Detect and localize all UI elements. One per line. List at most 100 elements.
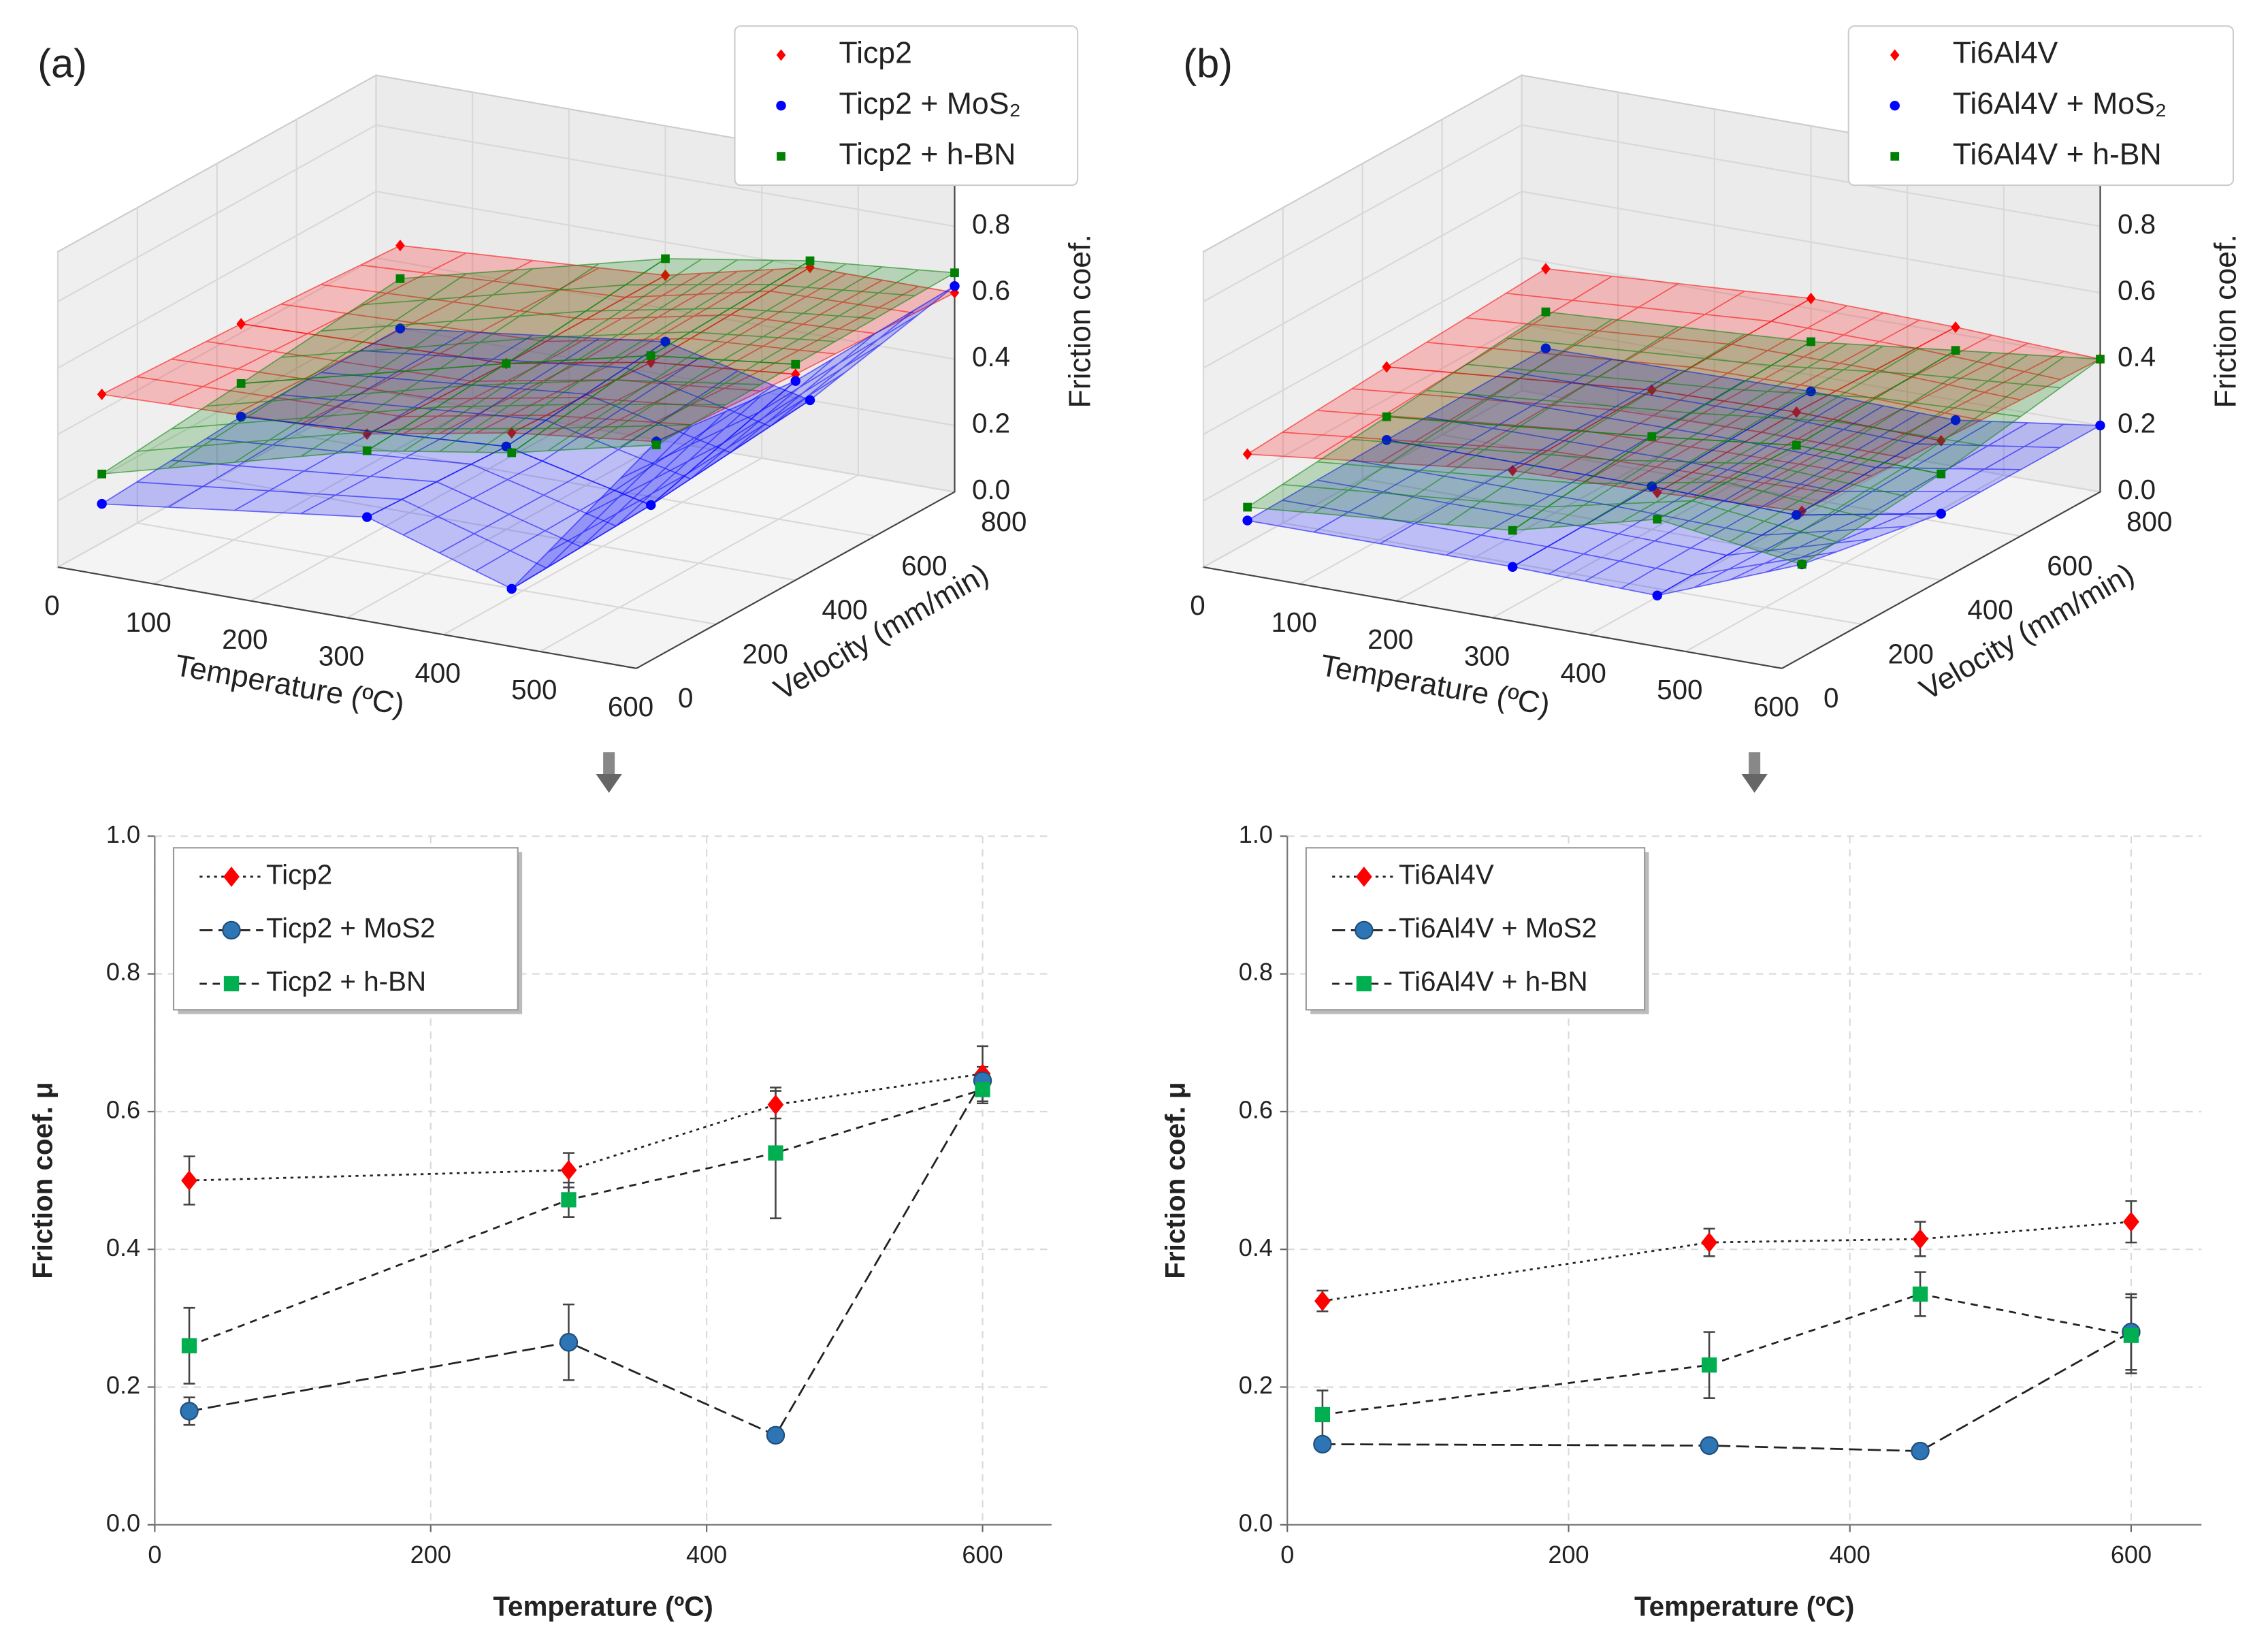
marker xyxy=(1653,515,1662,524)
y-axis xyxy=(1781,491,2101,669)
marker xyxy=(1507,562,1518,572)
y-axis-label: Velocity (mm/min) xyxy=(1914,558,2139,707)
marker xyxy=(1313,1434,1332,1454)
marker xyxy=(1314,1406,1331,1423)
y-tick-label: 0.4 xyxy=(1239,1234,1273,1261)
z-tick-label: 0.6 xyxy=(2118,275,2156,306)
marker xyxy=(181,1338,197,1353)
marker xyxy=(660,269,670,281)
marker xyxy=(223,976,240,992)
z-tick-label: 0.0 xyxy=(2118,474,2156,505)
marker xyxy=(1382,412,1391,421)
marker xyxy=(768,1145,783,1161)
legend-label: Ticp2 + h-BN xyxy=(839,138,1016,171)
y-tick-label: 0 xyxy=(1824,682,1838,713)
marker xyxy=(805,261,815,274)
legend-label: Ti6Al4V + MoS₂ xyxy=(1953,87,2167,120)
grid-line xyxy=(57,389,955,568)
legend-label: Ticp2 + h-BN xyxy=(266,966,426,997)
grid-line xyxy=(1203,124,2101,302)
y-axis-label: Friction coef. μ xyxy=(27,1082,59,1278)
down-arrow xyxy=(596,752,622,793)
x-tick-label: 600 xyxy=(1753,691,1799,722)
x-tick-label: 200 xyxy=(410,1541,451,1568)
down-arrow xyxy=(1741,752,1768,793)
marker xyxy=(502,359,511,368)
marker xyxy=(181,1170,197,1191)
y-tick-label: 200 xyxy=(1888,638,1933,669)
x-tick-label: 400 xyxy=(686,1541,727,1568)
marker xyxy=(2096,355,2105,364)
marker xyxy=(2123,1211,2139,1232)
z-tick-label: 0.2 xyxy=(972,408,1010,439)
x-tick-label: 500 xyxy=(1657,674,1702,705)
marker xyxy=(1792,406,1802,418)
legend-label: Ti6Al4V + MoS2 xyxy=(1399,912,1597,944)
x-tick-label: 0 xyxy=(44,590,59,621)
marker xyxy=(362,446,372,455)
series-line xyxy=(189,1080,984,1437)
marker xyxy=(506,583,517,594)
y-axis-label: Friction coef. μ xyxy=(1159,1082,1190,1278)
y-axis xyxy=(636,491,956,669)
y-axis-label: Velocity (mm/min) xyxy=(768,558,994,707)
x-tick-label: 600 xyxy=(962,1541,1003,1568)
marker xyxy=(767,1094,784,1115)
marker xyxy=(1807,337,1815,347)
marker xyxy=(1541,263,1551,275)
y-tick-label: 600 xyxy=(2047,550,2092,581)
x-tick-label: 100 xyxy=(1271,607,1316,638)
legend-label: Ti6Al4V + h-BN xyxy=(1399,966,1588,997)
marker xyxy=(1355,920,1374,940)
marker xyxy=(1797,560,1807,569)
marker xyxy=(1243,502,1252,512)
z-tick-label: 0.8 xyxy=(972,208,1010,240)
marker xyxy=(1508,526,1517,535)
marker xyxy=(395,323,406,334)
z-tick-label: 0.4 xyxy=(972,341,1010,372)
series-line xyxy=(189,1089,983,1347)
y-tick-label: 0.0 xyxy=(1239,1509,1273,1536)
series-line xyxy=(189,1072,983,1182)
marker xyxy=(97,469,107,479)
series-line xyxy=(1322,1293,2132,1416)
marker xyxy=(1382,361,1391,373)
marker xyxy=(1314,1291,1331,1311)
grid-line xyxy=(1203,257,2101,435)
x-axis xyxy=(57,566,637,669)
marker xyxy=(1950,415,1961,425)
y-tick-label: 200 xyxy=(742,638,788,669)
legend-box xyxy=(1847,25,2235,187)
x-tick-label: 600 xyxy=(608,691,653,722)
grid-line xyxy=(57,323,955,502)
series-line xyxy=(1322,1331,2132,1452)
x-tick-label: 200 xyxy=(222,624,268,655)
panel-label: (b) xyxy=(1183,41,1233,86)
y-tick-label: 0.6 xyxy=(106,1095,140,1123)
marker xyxy=(222,920,241,940)
y-tick-label: 800 xyxy=(981,506,1026,537)
marker xyxy=(1355,866,1372,887)
x-axis-label: Temperature (ºC) xyxy=(172,649,406,722)
marker xyxy=(361,512,372,522)
y-tick-label: 1.0 xyxy=(1239,820,1273,848)
marker xyxy=(766,1426,785,1445)
marker xyxy=(950,281,960,291)
marker xyxy=(395,240,405,252)
marker xyxy=(776,49,786,61)
y-tick-label: 400 xyxy=(822,594,867,626)
surface-cell xyxy=(239,327,668,447)
marker xyxy=(1912,1229,1928,1249)
marker xyxy=(395,274,405,283)
z-tick-label: 0.8 xyxy=(2118,208,2156,240)
marker xyxy=(1242,515,1252,526)
marker xyxy=(97,498,107,509)
marker xyxy=(1951,321,1960,334)
marker xyxy=(236,379,246,388)
marker xyxy=(950,287,960,299)
x-tick-label: 0 xyxy=(1280,1541,1294,1568)
marker xyxy=(660,336,670,347)
grid-line xyxy=(1203,323,2101,502)
marker xyxy=(1890,100,1900,111)
